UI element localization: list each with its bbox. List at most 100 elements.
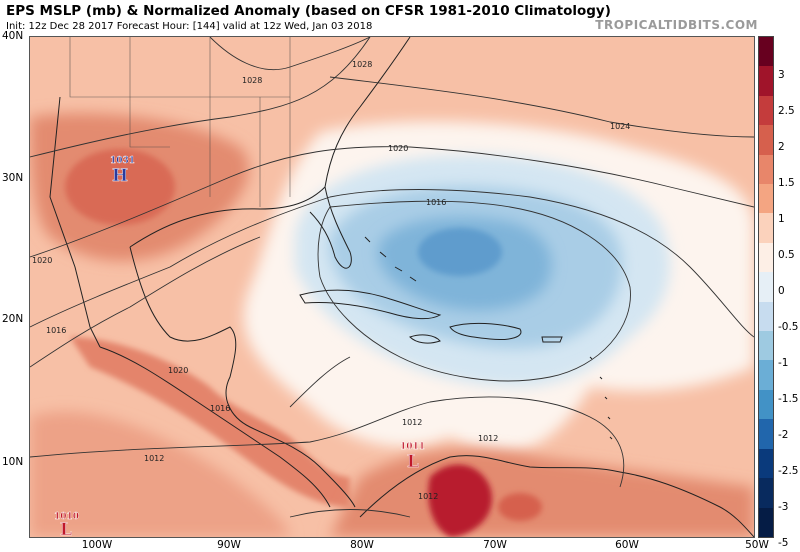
bahamas: [364, 236, 417, 282]
map-title: EPS MSLP (mb) & Normalized Anomaly (base…: [6, 3, 611, 19]
high-pressure-center: 1031 H: [110, 156, 135, 186]
high-letter: H: [112, 166, 128, 186]
colorbar-tick-label: -5: [778, 537, 789, 549]
colorbar-segment: [759, 507, 773, 537]
colorbar-segment: [759, 242, 773, 273]
anomaly-map[interactable]: 1028 1028 1024 1020 1020 1016 1016 1020 …: [29, 36, 755, 538]
lat-label-40n: 40N: [2, 30, 24, 42]
lon-label-80w: 80W: [350, 539, 374, 551]
lon-label-100w: 100W: [81, 539, 113, 551]
isobar-label: 1016: [210, 404, 230, 413]
isobar-label: 1020: [168, 366, 188, 375]
colorbar-segment: [759, 389, 773, 420]
colorbar-tick-label: -3: [778, 501, 789, 513]
low-value: 1010: [54, 512, 79, 522]
pressure-centers: 1031 H 1011 L 1010 L: [54, 156, 425, 537]
central-america-pacific-coast: [99, 346, 331, 508]
isobar-label: 1028: [242, 76, 262, 85]
colorbar-tick-label: -0.5: [778, 321, 799, 333]
isobar-1012-c: [289, 509, 411, 518]
colorbar-tick-label: 2: [778, 141, 785, 153]
low-value: 1011: [400, 442, 425, 452]
colorbar: [758, 36, 774, 538]
colorbar-segment: [759, 154, 773, 185]
lat-label-10n: 10N: [2, 456, 24, 468]
isobar-1016-core: [317, 200, 631, 382]
isobar-label: 1028: [352, 60, 372, 69]
isobar-1016-a: [30, 236, 261, 368]
mexico-west-coast: [49, 96, 101, 348]
isobars: [30, 37, 754, 518]
state-borders: [69, 37, 291, 207]
isobar-label: 1012: [402, 418, 422, 427]
central-america-coast: [129, 246, 356, 508]
hispaniola-outline: [449, 322, 522, 340]
lon-label-50w: 50W: [745, 539, 769, 551]
low-pressure-center-caribbean: 1011 L: [400, 442, 425, 472]
map-subtitle: Init: 12z Dec 28 2017 Forecast Hour: [14…: [6, 21, 373, 32]
lon-label-90w: 90W: [217, 539, 241, 551]
colorbar-segment: [759, 272, 773, 302]
isobar-labels: 1028 1028 1024 1020 1020 1016 1016 1020 …: [32, 60, 630, 501]
colorbar-segment: [759, 331, 773, 361]
colorbar-tick-label: 3: [778, 69, 785, 81]
isobar-1028-b: [30, 37, 371, 158]
colorbar-segment: [759, 213, 773, 243]
isobar-1020-a: [30, 146, 754, 258]
positive-anomaly-central-america: [70, 337, 350, 507]
lon-label-60w: 60W: [615, 539, 639, 551]
colorbar-segment: [759, 125, 773, 155]
lesser-antilles: [589, 356, 613, 440]
colorbar-segment: [759, 448, 773, 479]
brand-watermark: TROPICALTIDBITS.COM: [595, 18, 758, 32]
low-letter: L: [407, 452, 419, 472]
isobar-1020-b: [30, 189, 754, 338]
puerto-rico-outline: [541, 336, 563, 343]
low-letter: L: [60, 520, 72, 537]
high-value: 1031: [110, 156, 135, 166]
isobar-label: 1020: [32, 256, 52, 265]
colorbar-segment: [759, 419, 773, 449]
isobar-1012-b: [289, 356, 351, 408]
colorbar-tick-label: -1.5: [778, 393, 799, 405]
low-pressure-center-pacific: 1010 L: [54, 512, 79, 537]
colorbar-segment: [759, 66, 773, 96]
isobar-label: 1012: [418, 492, 438, 501]
isobar-1012-a: [30, 396, 625, 488]
cuba-outline: [299, 289, 442, 320]
colorbar-segment: [759, 95, 773, 126]
lat-label-20n: 20N: [2, 313, 24, 325]
colorbar-tick-label: 1: [778, 213, 785, 225]
colorbar-tick-label: -2.5: [778, 465, 799, 477]
colorbar-segment: [759, 184, 773, 214]
colorbar-segment: [759, 37, 773, 67]
isobar-label: 1016: [46, 326, 66, 335]
colorbar-tick-label: 1.5: [778, 177, 795, 189]
map-canvas: 1028 1028 1024 1020 1020 1016 1016 1020 …: [30, 37, 754, 537]
isobar-label: 1012: [144, 454, 164, 463]
colorbar-segment: [759, 301, 773, 332]
colorbar-tick-label: 0.5: [778, 249, 795, 261]
isobar-label: 1012: [478, 434, 498, 443]
lon-label-70w: 70W: [483, 539, 507, 551]
negative-anomaly-center: [418, 228, 502, 276]
colorbar-tick-label: 0: [778, 285, 785, 297]
isobar-label: 1016: [426, 198, 446, 207]
colorbar-tick-label: -1: [778, 357, 789, 369]
colorbar-segment: [759, 360, 773, 390]
isobar-1024: [329, 76, 754, 138]
isobar-label: 1024: [610, 122, 630, 131]
isobar-label: 1020: [388, 144, 408, 153]
positive-anomaly-venezuela-core: [428, 464, 542, 537]
positive-anomaly-east-pacific: [30, 411, 290, 537]
colorbar-segment: [759, 478, 773, 508]
south-america-coast: [359, 455, 754, 537]
colorbar-tick-label: 2.5: [778, 105, 795, 117]
coastlines: [49, 37, 754, 537]
isobar-1028-a: [209, 37, 371, 71]
lat-label-30n: 30N: [2, 172, 24, 184]
positive-anomaly-texas-core: [65, 149, 175, 225]
colorbar-tick-label: -2: [778, 429, 789, 441]
gulf-florida-coast: [129, 185, 352, 269]
jamaica-outline: [409, 334, 441, 344]
